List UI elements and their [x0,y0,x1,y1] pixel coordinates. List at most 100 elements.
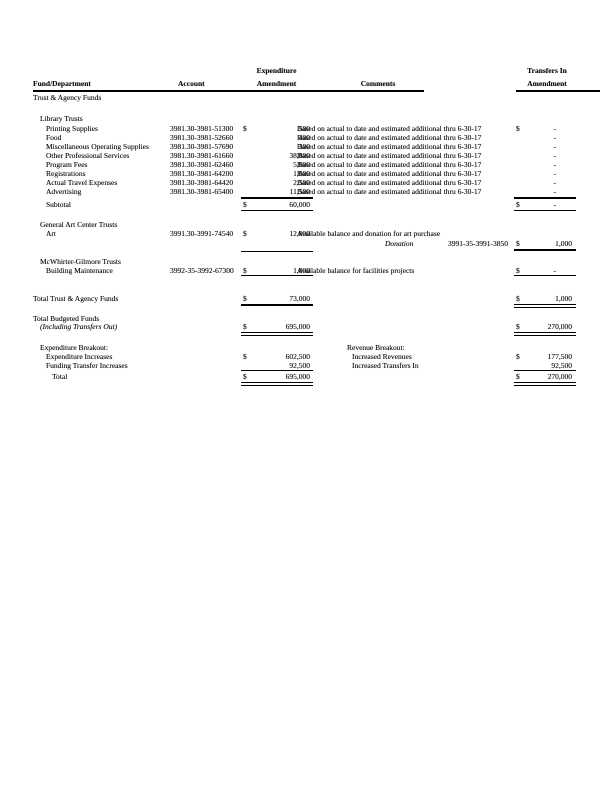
total-budgeted-transfers: $270,000 [516,322,572,331]
amount-value: 1,000 [293,266,310,275]
amount-value: 12,000 [289,229,310,238]
amount-value: 92,500 [551,361,572,370]
breakout-label: Increased Transfers In [352,361,419,370]
breakout-total-amount: $695,000 [243,372,310,381]
amount-value: 695,000 [285,322,310,331]
subtotal-row: Subtotal $60,000 $ - [0,200,613,209]
subtotal-rule-bottom [241,210,313,211]
breakout-row: Funding Transfer Increases 92,500 Increa… [0,361,613,370]
table-row: Program Fees 3981.30-3981-62460 5,000 Ba… [0,160,613,169]
total-trust-rule-transfers [514,304,576,308]
amount-value: 177,500 [547,352,572,361]
header-rule-left [33,90,335,92]
total-budgeted-rule [241,332,313,336]
library-trusts-title: Library Trusts [0,114,613,123]
amount-value: 270,000 [547,372,572,381]
amount-value: 92,500 [289,361,310,370]
amount-value: - [553,169,557,178]
account-number: 3981.30-3981-62460 [170,160,234,169]
amount-value: - [553,160,557,169]
amount-value: - [553,124,557,133]
breakout-total-label: Total [52,372,68,381]
comment: Available balance for facilities project… [297,266,415,275]
art-trusts-title: General Art Center Trusts [0,220,613,229]
expenditure-amount: 400 [243,133,310,142]
total-trust-rule [241,304,313,306]
col-header-comments: Comments [360,79,396,88]
expenditure-amount: 38,800 [243,151,310,160]
section-title: Trust & Agency Funds [33,93,102,102]
breakout-label: Increased Revenues [352,352,412,361]
breakout-amount: 92,500 [516,361,572,370]
total-transfers: $1,000 [516,294,572,303]
transfers-amount: $1,000 [516,239,572,248]
account-number: 3991.30-3991-74540 [170,229,234,238]
transfers-amount: - [516,160,572,169]
art-expenditure-rule [241,251,313,252]
expenditure-breakout-title: Expenditure Breakout: [40,343,109,352]
breakout-total-row: Total $695,000 $270,000 [0,372,613,381]
transfers-amount: - [516,169,572,178]
amount-value: - [553,151,557,160]
amount-value: 1,000 [555,294,572,303]
line-item-name: Advertising [46,187,82,196]
comment: Based on actual to date and estimated ad… [297,187,482,196]
header-rule-transfers [516,90,600,92]
table-row: Actual Travel Expenses 3981.30-3981-6442… [0,178,613,187]
line-item-name: Registrations [46,169,86,178]
col-header-expenditure: Expenditure [256,66,297,75]
table-row: Advertising 3981.30-3981-65400 11,500 Ba… [0,187,613,196]
amount-value: 73,000 [289,294,310,303]
amount-value: 38,800 [289,151,310,160]
expenditure-amount: 1,000 [243,169,310,178]
subtotal-rule-top [241,197,313,199]
amount-value: 5,000 [293,160,310,169]
comment: Based on actual to date and estimated ad… [297,142,482,151]
breakout-label: Expenditure Increases [46,352,113,361]
breakout-rule [241,370,313,371]
dollar-sign: $ [516,124,520,133]
comment: Based on actual to date and estimated ad… [297,178,482,187]
expenditure-amount: 11,500 [243,187,310,196]
total-expenditure: $73,000 [243,294,310,303]
section-trust-agency: Trust & Agency Funds [0,93,613,102]
col-header-transfers-amendment: Amendment [527,79,567,88]
including-transfers-label: (Including Transfers Out) [40,322,118,331]
subtotal-rule-top-transfers [514,197,576,199]
breakout-amount: $602,500 [243,352,310,361]
account-number: 3981.30-3981-64200 [170,169,234,178]
subtotal-rule-bottom-transfers [514,210,576,211]
subsection-title: General Art Center Trusts [40,220,118,229]
expenditure-amount: 300 [243,142,310,151]
line-item-name: Program Fees [46,160,88,169]
subsection-title: Library Trusts [40,114,83,123]
table-row: Registrations 3981.30-3981-64200 1,000 B… [0,169,613,178]
subtotal-label: Subtotal [46,200,72,209]
line-item-name: Building Maintenance [46,266,113,275]
transfers-amount: - [516,178,572,187]
total-label: Total Trust & Agency Funds [33,294,119,303]
transfers-amount: - [516,133,572,142]
amount-value: 500 [298,124,310,133]
amount-value: 1,000 [555,239,572,248]
mcwhirter-rule [241,275,313,276]
amount-value: 695,000 [285,372,310,381]
breakout-total-amount: $270,000 [516,372,572,381]
amount-value: - [553,133,557,142]
amount-value: 2,500 [293,178,310,187]
amount-value: - [553,178,557,187]
transfers-amount: $ - [516,266,572,275]
col-header-fund-department: Fund/Department [33,79,91,88]
header-row-1: Expenditure Transfers In [0,66,613,75]
col-header-expenditure-amendment: Amendment [256,79,297,88]
comment: Based on actual to date and estimated ad… [297,160,482,169]
total-budgeted-expenditure: $695,000 [243,322,310,331]
account-number: 3991-35-3991-3850 [448,239,508,248]
dollar-sign: $ [243,124,247,133]
amount-value: 11,500 [289,187,310,196]
table-row: Building Maintenance 3992-35-3992-67300 … [0,266,613,275]
amount-value: 400 [298,133,310,142]
transfers-amount: - [516,187,572,196]
line-item-name: Other Professional Services [46,151,130,160]
